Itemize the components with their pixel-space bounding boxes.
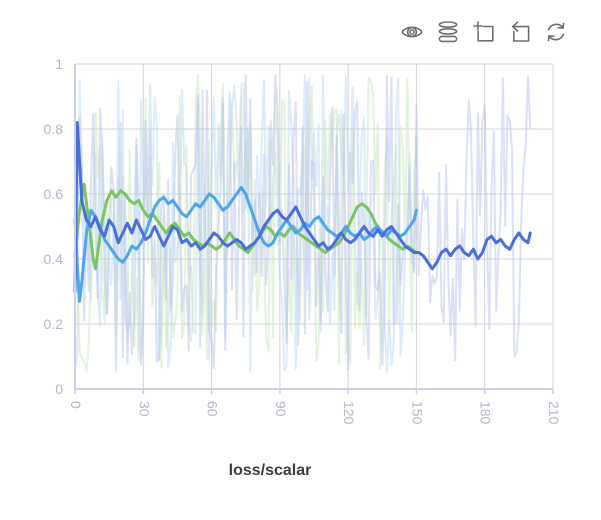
zoom-reset-icon xyxy=(511,21,530,42)
visibility-toggle-button[interactable] xyxy=(400,20,424,44)
x-tick-label: 0 xyxy=(68,401,84,409)
y-tick-label: 0 xyxy=(55,381,63,397)
scalar-line-plot[interactable]: 0 0.2 0.4 0.6 0.8 1 0 30 60 90 120 150 180 210 xyxy=(0,0,601,448)
x-tick-label: 150 xyxy=(409,401,425,425)
runs-stack-icon xyxy=(438,21,458,43)
x-tick-label: 30 xyxy=(136,401,152,417)
y-tick-label: 1 xyxy=(55,56,63,72)
x-tick-label: 180 xyxy=(478,401,494,425)
y-tick-label: 0.6 xyxy=(44,186,64,202)
run-green-smoothed xyxy=(73,182,418,271)
chart-toolbar xyxy=(400,20,568,44)
y-tick-label: 0.8 xyxy=(44,121,64,137)
x-tick-label: 90 xyxy=(273,401,289,417)
runs-selector-button[interactable] xyxy=(436,20,460,44)
chart-title: loss/scalar xyxy=(228,462,312,479)
refresh-button[interactable] xyxy=(544,20,568,44)
zoom-reset-button[interactable] xyxy=(508,20,532,44)
zoom-select-icon xyxy=(473,21,494,42)
y-tick-label: 0.2 xyxy=(44,316,64,332)
x-tick-label: 60 xyxy=(205,401,221,417)
x-tick-label: 210 xyxy=(546,401,562,425)
visibility-eye-icon xyxy=(401,26,423,38)
zoom-select-button[interactable] xyxy=(472,20,496,44)
run-blue-smoothed xyxy=(73,121,532,293)
y-tick-label: 0.4 xyxy=(44,251,64,267)
run-blue-raw xyxy=(74,74,532,373)
refresh-icon xyxy=(547,22,565,42)
x-tick-label: 120 xyxy=(341,401,357,425)
